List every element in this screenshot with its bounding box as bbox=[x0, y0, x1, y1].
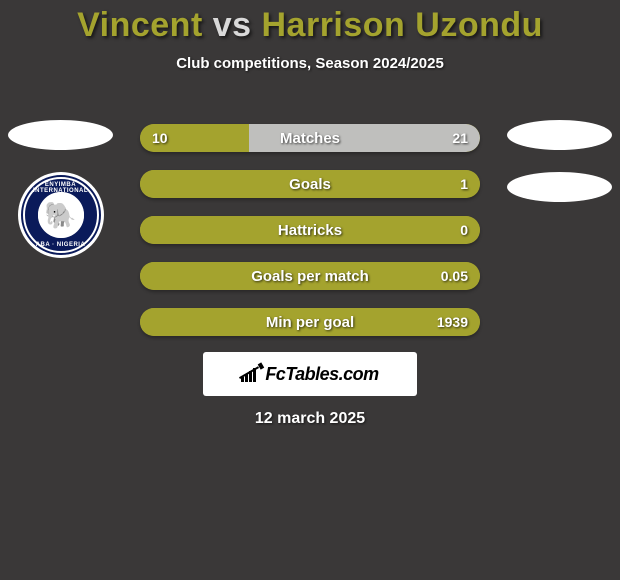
bar-value-left: 10 bbox=[152, 124, 168, 152]
bar-label: Goals bbox=[140, 170, 480, 198]
footer-logo-text: FcTables.com bbox=[265, 364, 378, 385]
bar-value-right: 1 bbox=[460, 170, 468, 198]
player2-column bbox=[507, 120, 612, 224]
player2-avatar-placeholder bbox=[507, 120, 612, 150]
bar-row: Matches10 21 bbox=[140, 124, 480, 152]
player1-column: ENYIMBA INTERNATIONAL ABA · NIGERIA 🐘 bbox=[8, 120, 113, 258]
player1-club-badge: ENYIMBA INTERNATIONAL ABA · NIGERIA 🐘 bbox=[18, 172, 104, 258]
player2-club-placeholder bbox=[507, 172, 612, 202]
bar-row: Goals per match0.05 bbox=[140, 262, 480, 290]
bar-label: Goals per match bbox=[140, 262, 480, 290]
bar-value-right: 21 bbox=[452, 124, 468, 152]
title-player1: Vincent bbox=[77, 6, 203, 44]
date-text: 12 march 2025 bbox=[0, 410, 620, 428]
title-player2: Harrison Uzondu bbox=[262, 6, 543, 44]
bar-row: Min per goal1939 bbox=[140, 308, 480, 336]
page-title: Vincent vs Harrison Uzondu bbox=[0, 0, 620, 45]
title-vs: vs bbox=[213, 6, 252, 44]
club-badge-bottom-text: ABA · NIGERIA bbox=[18, 242, 104, 248]
comparison-bars: Matches1021Goals1Hattricks0Goals per mat… bbox=[140, 124, 480, 354]
bar-row: Hattricks0 bbox=[140, 216, 480, 244]
bar-label: Min per goal bbox=[140, 308, 480, 336]
player1-avatar-placeholder bbox=[8, 120, 113, 150]
bar-label: Hattricks bbox=[140, 216, 480, 244]
footer-logo: FcTables.com bbox=[203, 352, 417, 396]
bar-value-right: 0.05 bbox=[441, 262, 468, 290]
subtitle: Club competitions, Season 2024/2025 bbox=[0, 55, 620, 72]
bar-label: Matches bbox=[140, 124, 480, 152]
elephant-icon: 🐘 bbox=[44, 202, 76, 228]
bar-value-right: 1939 bbox=[437, 308, 468, 336]
fctables-chart-icon bbox=[241, 366, 261, 382]
bar-row: Goals1 bbox=[140, 170, 480, 198]
bar-value-right: 0 bbox=[460, 216, 468, 244]
